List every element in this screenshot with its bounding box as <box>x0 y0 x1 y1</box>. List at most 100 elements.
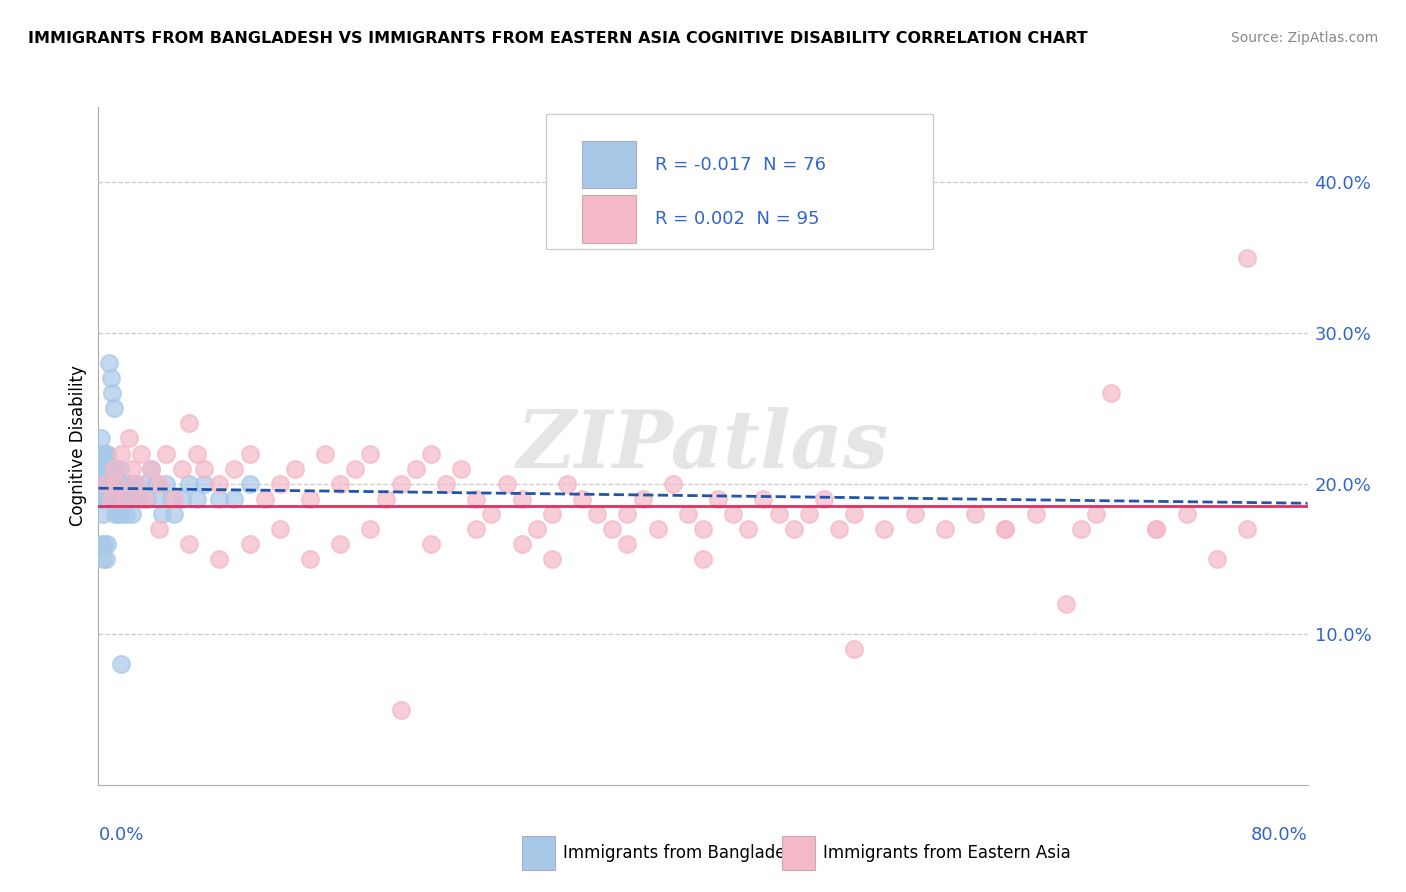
Point <box>120 491 142 506</box>
Point <box>148 491 170 506</box>
Point <box>193 476 215 491</box>
Point <box>420 537 443 551</box>
Point <box>526 522 548 536</box>
Point <box>100 461 122 475</box>
Point <box>616 507 638 521</box>
Point <box>208 491 231 506</box>
Point <box>96 491 118 506</box>
Point <box>692 522 714 536</box>
Point <box>405 461 427 475</box>
Point <box>994 522 1017 536</box>
Point <box>389 703 412 717</box>
Point <box>100 491 122 506</box>
FancyBboxPatch shape <box>582 141 637 188</box>
Point <box>100 476 122 491</box>
Point <box>723 507 745 521</box>
Point <box>873 522 896 536</box>
Point <box>118 476 141 491</box>
Point <box>465 522 488 536</box>
Point <box>224 491 246 506</box>
Point <box>797 507 820 521</box>
Point <box>141 461 163 475</box>
Point <box>737 522 759 536</box>
Point <box>186 491 208 506</box>
Point <box>101 386 124 401</box>
Point <box>163 507 186 521</box>
Text: R = -0.017  N = 76: R = -0.017 N = 76 <box>655 156 825 174</box>
Point <box>105 461 128 475</box>
Point <box>450 461 472 475</box>
Point <box>631 491 654 506</box>
Text: ZIPatlas: ZIPatlas <box>517 408 889 484</box>
Point <box>434 476 457 491</box>
Point <box>965 507 987 521</box>
Point <box>145 476 167 491</box>
Point <box>98 461 121 475</box>
Point <box>844 642 866 657</box>
Point <box>1085 507 1108 521</box>
Point <box>299 552 322 566</box>
Point <box>155 446 177 460</box>
Point <box>103 461 125 475</box>
Point <box>89 476 111 491</box>
FancyBboxPatch shape <box>782 836 815 870</box>
Point <box>89 446 111 460</box>
Point <box>170 461 193 475</box>
Text: 0.0%: 0.0% <box>98 826 143 844</box>
Point <box>107 507 129 521</box>
Point <box>510 537 533 551</box>
Text: Source: ZipAtlas.com: Source: ZipAtlas.com <box>1230 31 1378 45</box>
Point <box>1099 386 1122 401</box>
Point <box>94 476 117 491</box>
Point <box>844 507 866 521</box>
Point <box>179 476 201 491</box>
Point <box>1054 597 1077 611</box>
Point <box>135 491 157 506</box>
Point <box>101 491 124 506</box>
Point <box>125 476 148 491</box>
Point <box>163 491 186 506</box>
Point <box>132 476 155 491</box>
Point <box>571 491 593 506</box>
Point <box>1206 552 1229 566</box>
Point <box>96 461 118 475</box>
Point <box>314 446 336 460</box>
Point <box>420 446 443 460</box>
Point <box>100 491 122 506</box>
Point <box>253 491 276 506</box>
Point <box>94 491 117 506</box>
Point <box>186 446 208 460</box>
Text: Immigrants from Eastern Asia: Immigrants from Eastern Asia <box>823 844 1070 862</box>
Point <box>90 537 112 551</box>
Point <box>93 537 115 551</box>
Point <box>103 401 125 416</box>
Point <box>103 461 125 475</box>
Text: R = 0.002  N = 95: R = 0.002 N = 95 <box>655 210 820 227</box>
Point <box>121 507 143 521</box>
Point <box>114 491 136 506</box>
Point <box>141 461 163 475</box>
Point <box>1175 507 1198 521</box>
Point <box>783 522 806 536</box>
Point <box>110 476 132 491</box>
Point <box>1070 522 1092 536</box>
Y-axis label: Cognitive Disability: Cognitive Disability <box>69 366 87 526</box>
Point <box>269 476 291 491</box>
Point <box>555 476 578 491</box>
Point <box>269 522 291 536</box>
Point <box>91 446 114 460</box>
Point <box>1236 251 1258 265</box>
Point <box>813 491 835 506</box>
Point <box>115 491 138 506</box>
Point <box>374 491 396 506</box>
Point <box>93 446 115 460</box>
Point <box>104 507 127 521</box>
Point <box>602 522 624 536</box>
Point <box>934 522 956 536</box>
Point <box>101 461 124 475</box>
Point <box>170 491 193 506</box>
Point <box>179 537 201 551</box>
Point <box>90 461 112 475</box>
Point <box>114 507 136 521</box>
Point <box>129 446 152 460</box>
